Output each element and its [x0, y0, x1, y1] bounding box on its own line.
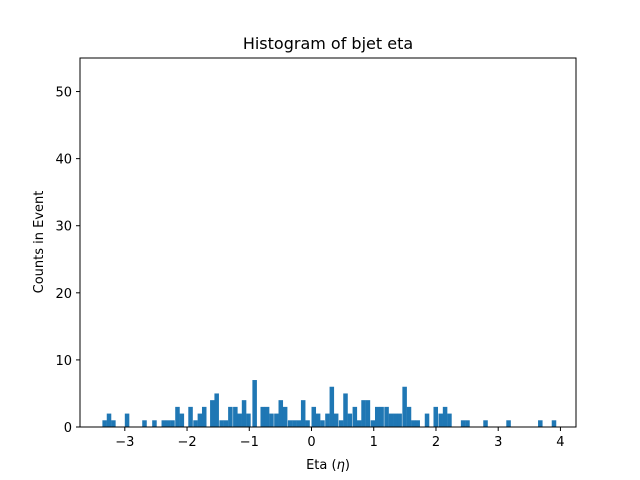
histogram-bar — [384, 406, 389, 427]
histogram-bar — [201, 406, 207, 427]
histogram-bar — [370, 420, 376, 427]
histogram-bar — [347, 413, 353, 427]
y-axis-ticks: 0 10 20 30 40 50 — [55, 86, 80, 436]
histogram-bar — [442, 406, 448, 427]
x-tick-label: −3 — [115, 435, 134, 450]
histogram-bar — [393, 413, 398, 427]
histogram-bar — [406, 406, 412, 427]
histogram-bar — [433, 406, 439, 427]
histogram-bar — [538, 420, 543, 427]
histogram-bar — [551, 420, 557, 427]
y-tick-label: 0 — [64, 421, 72, 436]
histogram-bar — [124, 413, 130, 427]
y-tick-label: 50 — [55, 86, 72, 101]
histogram-bar — [161, 420, 167, 427]
y-tick-label: 20 — [55, 287, 72, 302]
histogram-bar — [252, 380, 257, 427]
histogram-bar — [165, 420, 171, 427]
y-axis-label: Counts in Event — [32, 191, 47, 294]
histogram-bar — [278, 400, 284, 427]
histogram-bar — [111, 420, 116, 427]
histogram-bar — [338, 420, 344, 427]
histogram-bar — [361, 400, 366, 427]
histogram-bar — [241, 400, 247, 427]
histogram-bar — [197, 413, 203, 427]
histogram-bar — [264, 406, 270, 427]
histogram-bar — [402, 386, 407, 427]
histogram-bar — [356, 420, 362, 427]
histogram-bar — [305, 420, 310, 427]
histogram-bar — [102, 420, 107, 427]
histogram-bar — [483, 420, 488, 427]
histogram-bar — [282, 406, 288, 427]
x-tick-label: −2 — [177, 435, 196, 450]
histogram-bar — [397, 413, 402, 427]
histogram-bar — [210, 400, 215, 427]
histogram-bar — [219, 420, 224, 427]
histogram-bar — [237, 413, 242, 427]
y-tick-label: 10 — [55, 354, 72, 369]
histogram-bar — [292, 420, 297, 427]
histogram-bar — [465, 420, 470, 427]
histogram-bar — [246, 413, 251, 427]
histogram-bar — [506, 420, 511, 427]
histogram-bar — [106, 413, 112, 427]
histogram-bar — [415, 420, 420, 427]
histogram-bar — [274, 413, 279, 427]
histogram-bar — [365, 400, 371, 427]
x-tick-label: 4 — [556, 435, 564, 450]
histogram-bar — [325, 413, 330, 427]
x-tick-label: 1 — [370, 435, 378, 450]
histogram-bar — [188, 406, 193, 427]
histogram-bar — [260, 406, 265, 427]
x-axis-label: Eta (η) — [306, 458, 350, 473]
histogram-bar — [142, 420, 147, 427]
x-tick-label: −1 — [240, 435, 259, 450]
histogram-bar — [343, 393, 348, 427]
x-tick-label: 0 — [307, 435, 315, 450]
y-tick-label: 30 — [55, 220, 72, 235]
histogram-bar — [193, 420, 198, 427]
histogram-bar — [300, 400, 306, 427]
histogram-bar — [424, 413, 430, 427]
histogram-bar — [447, 413, 452, 427]
histogram-bar — [379, 406, 384, 427]
histogram-bar — [333, 413, 339, 427]
histogram-bar — [223, 420, 229, 427]
plot-frame — [79, 57, 577, 428]
histogram-bar — [228, 406, 233, 427]
histogram-bar — [233, 406, 238, 427]
histogram-bar — [320, 420, 325, 427]
histogram-bar — [460, 420, 466, 427]
histogram-bar — [296, 420, 302, 427]
histogram-bar — [315, 413, 321, 427]
histogram-bar — [214, 393, 219, 427]
histogram-bar — [170, 420, 175, 427]
histogram-bar — [329, 386, 335, 427]
x-tick-label: 2 — [432, 435, 440, 450]
x-axis-label-symbol: η — [337, 458, 345, 473]
histogram-bar — [287, 420, 293, 427]
histogram-bars — [102, 380, 557, 427]
x-tick-label: 3 — [494, 435, 502, 450]
x-axis-label-suffix: ) — [345, 458, 350, 473]
histogram-bar — [411, 420, 416, 427]
histogram-bar — [352, 406, 358, 427]
x-axis-label-prefix: Eta ( — [306, 458, 336, 473]
histogram-bar — [388, 413, 394, 427]
x-axis-ticks: −3 −2 −1 0 1 2 3 4 — [115, 427, 565, 450]
histogram-bar — [269, 413, 274, 427]
histogram-bar — [175, 406, 180, 427]
histogram-bar — [311, 406, 317, 427]
histogram-bar — [374, 406, 380, 427]
histogram-bar — [438, 413, 443, 427]
histogram-bar — [152, 420, 157, 427]
y-tick-label: 40 — [55, 153, 72, 168]
histogram-bar — [179, 413, 185, 427]
chart-title: Histogram of bjet eta — [243, 34, 413, 53]
